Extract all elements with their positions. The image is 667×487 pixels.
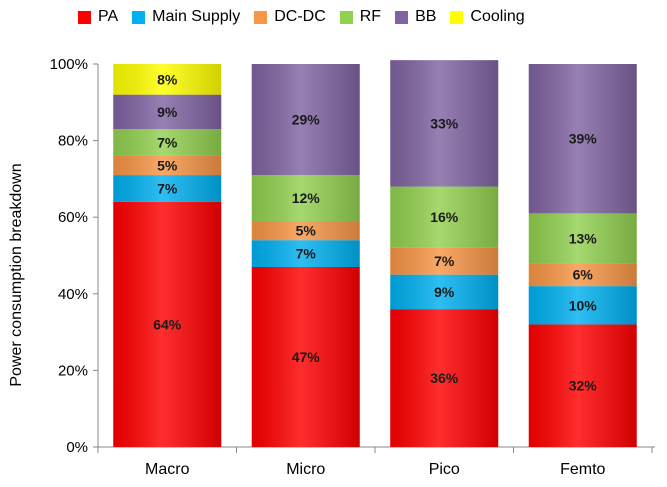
y-axis-label: Power consumption breakdown — [8, 163, 25, 386]
data-label: 7% — [157, 135, 178, 151]
bar-pico-dc-dc-shading — [390, 247, 499, 275]
bar-pico-pa-shading — [390, 309, 499, 447]
legend-item-rf: RF — [339, 8, 382, 26]
bar-macro-pa-shading — [113, 201, 222, 447]
bar-micro-bb-shading — [251, 64, 360, 176]
legend-label: RF — [359, 8, 382, 25]
y-tick-label: 100% — [50, 56, 88, 73]
x-tick-label: Femto — [560, 461, 605, 478]
bar-macro-rf-shading — [113, 129, 222, 156]
legend-item-cooling: Cooling — [450, 8, 525, 26]
legend-swatch — [78, 10, 91, 24]
legend-item-pa: PA — [78, 8, 118, 26]
data-label: 8% — [157, 71, 178, 87]
data-labels: 64% 7% 5% 7% 9% 8% 47% 7% 5% 12% 29% 36% 9% 7% 16% 33% 3… — [153, 71, 597, 393]
bar-macro-dc-dc-shading — [113, 155, 222, 176]
legend-item-dc-dc: DC-DC — [254, 8, 326, 26]
y-tick-label: 60% — [58, 209, 88, 226]
y-tick-label: 40% — [58, 286, 88, 303]
bars — [113, 60, 637, 447]
bar-micro-main-supply-shading — [251, 240, 360, 267]
legend-label: Main Supply — [152, 8, 241, 25]
legend-swatch — [339, 10, 353, 24]
legend-label: DC-DC — [274, 8, 326, 25]
legend-swatch — [254, 10, 268, 24]
data-label: 9% — [157, 104, 178, 120]
legend: PA Main Supply DC-DC RF BB Cooling — [78, 6, 539, 28]
bar-pico-rf-shading — [390, 186, 499, 248]
bar-pico-main-supply-shading — [390, 274, 499, 310]
bar-macro-main-supply-shading — [113, 175, 222, 202]
y-tick-label: 20% — [58, 362, 88, 379]
bar-femto-bb-shading — [528, 64, 637, 214]
bar-micro-rf-shading — [251, 175, 360, 222]
data-label: 33% — [430, 115, 459, 131]
data-label: 9% — [434, 284, 455, 300]
legend-item-bb: BB — [395, 8, 436, 26]
legend-item-main-supply: Main Supply — [132, 8, 240, 26]
legend-label: Cooling — [470, 8, 525, 25]
data-label: 64% — [153, 316, 182, 332]
data-label: 5% — [157, 157, 178, 173]
data-label: 13% — [569, 230, 598, 246]
x-tick-label: Micro — [286, 461, 325, 478]
bar-pico-bb-shading — [390, 60, 499, 187]
data-label: 16% — [430, 209, 459, 225]
data-label: 7% — [296, 246, 317, 262]
bar-macro-bb-shading — [113, 94, 222, 130]
legend-swatch — [395, 10, 409, 24]
data-label: 5% — [296, 223, 317, 239]
legend-swatch — [450, 10, 464, 24]
data-label: 32% — [569, 378, 598, 394]
x-tick-label: Pico — [429, 461, 460, 478]
y-tick-label: 80% — [58, 133, 88, 150]
bar-femto-main-supply-shading — [528, 286, 637, 325]
data-label: 10% — [569, 297, 598, 313]
data-label: 6% — [573, 267, 594, 283]
bar-micro-pa-shading — [251, 266, 360, 447]
data-label: 7% — [157, 180, 178, 196]
bar-femto-rf-shading — [528, 213, 637, 264]
legend-label: BB — [415, 8, 437, 25]
data-label: 12% — [292, 190, 321, 206]
data-label: 39% — [569, 131, 598, 147]
bar-femto-dc-dc-shading — [528, 263, 637, 287]
legend-swatch — [132, 10, 146, 24]
data-label: 47% — [292, 349, 321, 365]
data-label: 36% — [430, 370, 459, 386]
bar-macro-cooling-shading — [113, 64, 222, 95]
data-label: 7% — [434, 253, 455, 269]
legend-label: PA — [98, 8, 119, 25]
bar-femto-pa-shading — [528, 324, 637, 447]
y-tick-label: 0% — [66, 439, 88, 456]
x-tick-label: Macro — [145, 461, 190, 478]
data-label: 29% — [292, 112, 321, 128]
bar-micro-dc-dc-shading — [251, 221, 360, 241]
